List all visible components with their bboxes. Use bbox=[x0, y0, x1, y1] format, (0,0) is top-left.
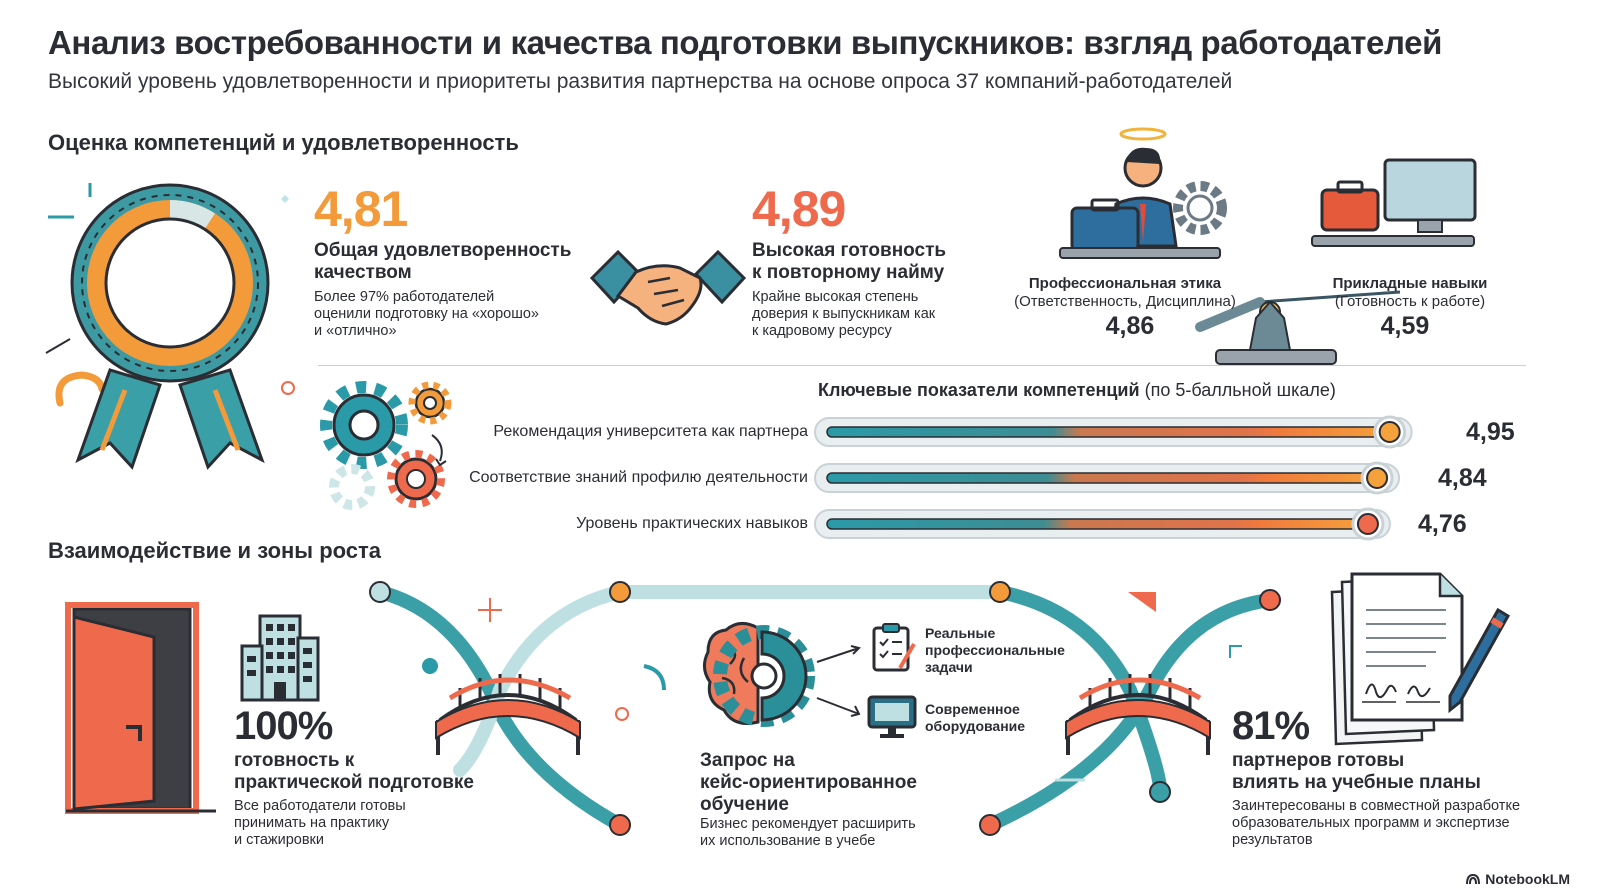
building-icon bbox=[240, 614, 320, 702]
page-subtitle: Высокий уровень удовлетворенности и прио… bbox=[48, 70, 1233, 93]
section-divider bbox=[318, 365, 1526, 366]
bar-fill bbox=[826, 518, 1369, 530]
curriculum-value: 81% bbox=[1232, 704, 1310, 748]
bar-knob-center bbox=[1366, 467, 1389, 489]
ethics-value: 4,86 bbox=[1105, 312, 1155, 340]
clipboard-checklist-icon bbox=[872, 623, 916, 672]
cases-heading: Запрос на кейс-ориентированное обучение bbox=[700, 750, 917, 815]
applied-sublabel: (Готовность к работе) bbox=[1334, 293, 1486, 310]
monitor-icon bbox=[867, 695, 917, 738]
bar-knob-center bbox=[1356, 513, 1379, 535]
practice-desc: Все работодатели готовы принимать на пра… bbox=[234, 798, 406, 848]
brain-gear-icon bbox=[703, 622, 815, 727]
curriculum-desc: Заинтересованы в совместной разработке о… bbox=[1232, 798, 1521, 848]
bar-fill bbox=[826, 472, 1378, 484]
curriculum-heading: партнеров готовы влиять на учебные планы bbox=[1232, 750, 1481, 793]
case-item-equipment: Современное оборудование bbox=[925, 701, 1026, 734]
road-bridges-illustration bbox=[369, 581, 1281, 836]
notebooklm-logo-icon bbox=[1466, 873, 1481, 885]
competencies-title: Ключевые показатели компетенций (по 5-ба… bbox=[818, 380, 1336, 400]
bar-label: Рекомендация университета как партнера bbox=[493, 423, 808, 440]
bar-value: 4,84 bbox=[1438, 464, 1487, 492]
cases-desc: Бизнес рекомендует расширить их использо… bbox=[700, 816, 916, 849]
case-item-real-tasks: Реальные профессиональные задачи bbox=[925, 625, 1065, 675]
satisfaction-heading: Общая удовлетворенность качеством bbox=[314, 240, 572, 283]
bar-label: Уровень практических навыков bbox=[576, 515, 808, 532]
practice-heading: готовность к практической подготовке bbox=[234, 750, 474, 793]
brand-label: NotebookLM bbox=[1485, 871, 1570, 887]
rehire-desc: Крайне высокая степень доверия к выпускн… bbox=[752, 289, 936, 339]
ethics-label: Профессиональная этика bbox=[1028, 275, 1222, 292]
bar-value: 4,76 bbox=[1418, 510, 1467, 538]
bar-value: 4,95 bbox=[1466, 418, 1515, 446]
bar-label: Соответствие знаний профилю деятельности bbox=[469, 469, 808, 486]
handshake-icon bbox=[589, 249, 747, 326]
rehire-value: 4,89 bbox=[752, 181, 846, 237]
section-title-competencies: Оценка компетенций и удовлетворенность bbox=[48, 130, 519, 155]
applied-value: 4,59 bbox=[1380, 312, 1430, 340]
balance-scale-icon bbox=[1059, 127, 1477, 365]
page-title: Анализ востребованности и качества подго… bbox=[48, 24, 1442, 61]
signed-document-icon bbox=[1330, 572, 1511, 746]
competency-bars bbox=[814, 415, 1413, 541]
practice-value: 100% bbox=[234, 704, 333, 748]
bar-fill bbox=[826, 426, 1391, 438]
gears-icon bbox=[320, 381, 452, 510]
ethics-sublabel: (Ответственность, Дисциплина) bbox=[1014, 293, 1236, 310]
arrows-icon bbox=[816, 645, 861, 717]
applied-label: Прикладные навыки bbox=[1332, 275, 1488, 292]
rehire-heading: Высокая готовность к повторному найму bbox=[752, 240, 947, 283]
satisfaction-desc: Более 97% работодателей оценили подготов… bbox=[314, 289, 539, 339]
bar-knob-center bbox=[1378, 421, 1401, 443]
satisfaction-value: 4,81 bbox=[314, 181, 408, 237]
open-door-icon bbox=[65, 602, 216, 814]
section-title-interaction: Взаимодействие и зоны роста bbox=[48, 538, 382, 563]
brand-footer: NotebookLM bbox=[1465, 871, 1570, 887]
medal-ribbon-icon bbox=[45, 183, 295, 470]
